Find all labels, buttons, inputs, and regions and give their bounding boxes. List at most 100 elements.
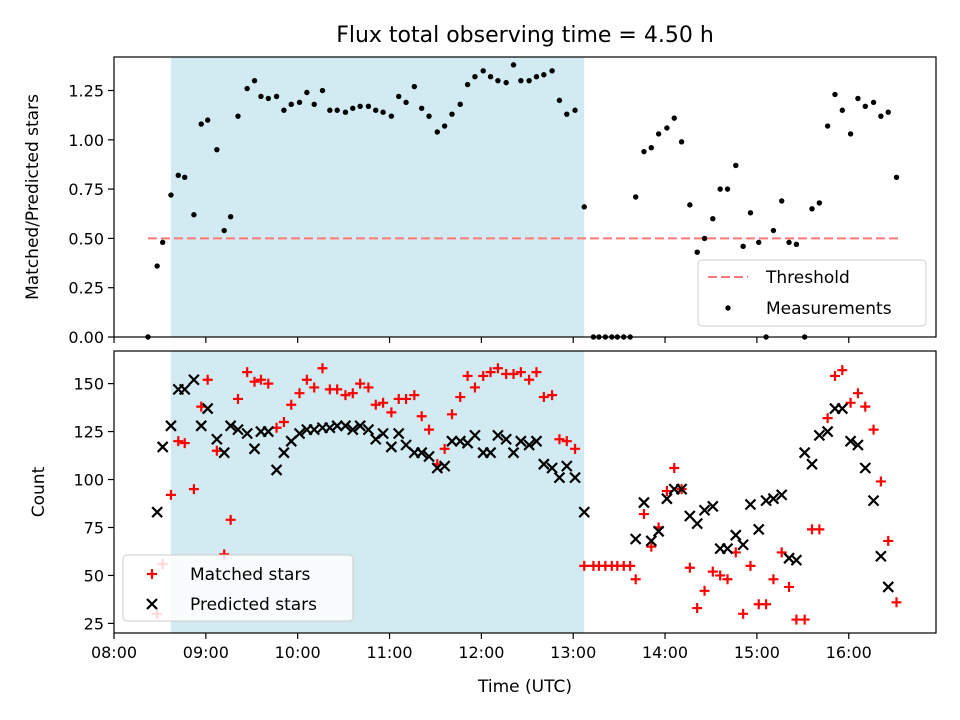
data-point bbox=[793, 241, 800, 248]
data-point bbox=[449, 111, 455, 117]
data-point bbox=[355, 378, 366, 389]
data-point bbox=[242, 367, 253, 378]
data-point bbox=[859, 462, 872, 474]
data-point bbox=[733, 162, 739, 169]
data-point bbox=[625, 560, 636, 571]
data-point bbox=[487, 74, 494, 80]
x-tick-label: 12:00 bbox=[458, 643, 504, 662]
data-point bbox=[218, 446, 230, 459]
data-point bbox=[776, 547, 787, 558]
data-point bbox=[411, 83, 418, 90]
data-point bbox=[678, 139, 685, 145]
data-point bbox=[319, 87, 326, 94]
data-point bbox=[227, 214, 234, 220]
y-tick-label: 0.00 bbox=[68, 328, 104, 347]
data-point bbox=[891, 597, 902, 608]
data-point bbox=[363, 382, 374, 393]
data-point bbox=[507, 446, 520, 459]
data-point bbox=[204, 117, 211, 123]
data-point bbox=[549, 68, 555, 74]
data-point bbox=[569, 471, 581, 484]
data-point bbox=[362, 423, 375, 436]
data-point bbox=[561, 436, 572, 447]
data-point bbox=[721, 542, 734, 555]
data-point bbox=[304, 89, 310, 96]
data-point bbox=[446, 435, 458, 447]
data-point bbox=[707, 500, 719, 513]
y-tick-label: 0.50 bbox=[68, 229, 104, 248]
data-point bbox=[860, 401, 871, 412]
y-tick-label: 0.25 bbox=[68, 279, 104, 298]
data-point bbox=[738, 608, 749, 619]
data-point bbox=[839, 107, 846, 113]
data-point bbox=[273, 93, 280, 100]
y-tick-label: 0.75 bbox=[68, 180, 104, 199]
data-point bbox=[632, 194, 639, 200]
data-point bbox=[373, 107, 379, 113]
data-point bbox=[232, 423, 244, 436]
data-point bbox=[198, 121, 204, 127]
data-point bbox=[809, 206, 815, 212]
data-point bbox=[403, 99, 409, 106]
data-point bbox=[439, 443, 450, 454]
data-point bbox=[641, 148, 647, 155]
y-tick-label: 25 bbox=[84, 614, 104, 633]
data-point bbox=[630, 574, 641, 585]
plot-frame bbox=[113, 56, 937, 338]
data-point bbox=[409, 390, 420, 401]
data-point bbox=[806, 458, 818, 470]
legend-matched-swatch bbox=[147, 569, 157, 579]
data-point bbox=[661, 486, 672, 497]
data-point bbox=[221, 227, 227, 234]
data-point bbox=[263, 378, 274, 389]
data-point bbox=[578, 506, 591, 518]
data-point bbox=[813, 429, 826, 442]
data-point bbox=[380, 109, 386, 115]
data-point bbox=[165, 420, 177, 432]
legend-matched-label: Matched stars bbox=[190, 565, 310, 585]
data-point bbox=[786, 239, 792, 246]
data-point bbox=[334, 107, 340, 113]
data-point bbox=[855, 95, 861, 102]
data-point bbox=[737, 538, 749, 551]
legend-predicted-swatch bbox=[146, 598, 158, 610]
data-point bbox=[434, 129, 440, 135]
data-point bbox=[767, 492, 780, 505]
data-point bbox=[648, 145, 654, 151]
observing-window-shade bbox=[170, 57, 585, 337]
data-point bbox=[175, 172, 181, 179]
data-point bbox=[821, 425, 834, 438]
data-point bbox=[418, 105, 425, 111]
data-point bbox=[156, 441, 169, 453]
data-point bbox=[191, 212, 197, 218]
data-point bbox=[538, 458, 550, 470]
data-point bbox=[822, 413, 833, 424]
x-tick-label: 10:00 bbox=[275, 643, 321, 662]
data-point bbox=[232, 393, 243, 404]
data-point bbox=[480, 68, 486, 74]
data-point bbox=[707, 566, 718, 577]
data-point bbox=[868, 424, 879, 435]
data-point bbox=[799, 614, 810, 625]
data-point bbox=[572, 107, 578, 113]
count-panel: 25 50 75 100 125 150 08:00 09:00 10:00 11:00 12:00… bbox=[73, 351, 937, 662]
data-point bbox=[211, 433, 223, 446]
data-point bbox=[286, 399, 297, 410]
data-point bbox=[472, 74, 478, 80]
legend: Matched stars Predicted stars bbox=[122, 554, 354, 622]
data-point bbox=[698, 504, 711, 517]
data-point bbox=[168, 192, 174, 198]
data-point bbox=[669, 463, 680, 474]
data-point bbox=[423, 450, 435, 463]
data-point bbox=[258, 93, 264, 100]
data-point bbox=[294, 388, 305, 399]
data-point bbox=[752, 523, 765, 536]
data-point bbox=[255, 374, 266, 385]
data-point bbox=[377, 427, 389, 440]
data-point bbox=[308, 423, 320, 436]
data-point bbox=[396, 93, 402, 100]
data-point bbox=[159, 239, 166, 246]
legend-box bbox=[122, 554, 354, 622]
data-point bbox=[388, 113, 395, 119]
data-point bbox=[847, 131, 854, 137]
